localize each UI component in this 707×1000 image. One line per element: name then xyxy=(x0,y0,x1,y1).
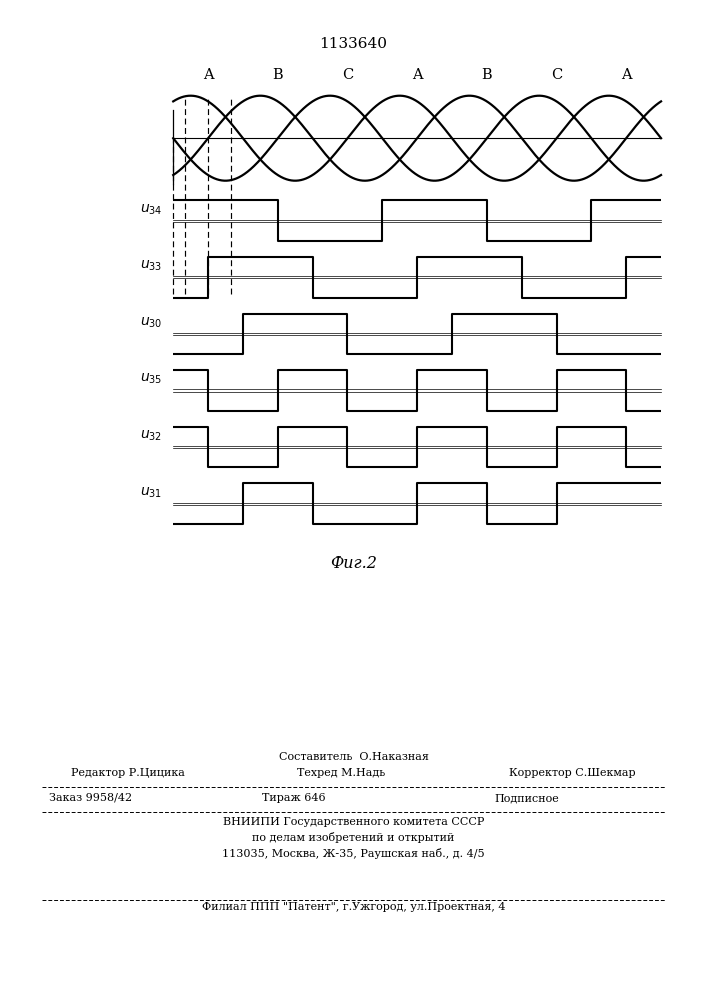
Text: Тираж 646: Тираж 646 xyxy=(262,793,325,803)
Text: Фиг.2: Фиг.2 xyxy=(330,555,377,572)
Text: Филиал ППП "Патент", г.Ужгород, ул.Проектная, 4: Филиал ППП "Патент", г.Ужгород, ул.Проек… xyxy=(201,902,506,912)
Text: Техред М.Надь: Техред М.Надь xyxy=(297,768,385,778)
Text: $u_{34}$: $u_{34}$ xyxy=(140,202,163,217)
Text: по делам изобретений и открытий: по делам изобретений и открытий xyxy=(252,832,455,843)
Text: C: C xyxy=(341,68,353,82)
Text: Заказ 9958/42: Заказ 9958/42 xyxy=(49,793,133,803)
Text: $u_{30}$: $u_{30}$ xyxy=(140,315,163,330)
Text: $u_{33}$: $u_{33}$ xyxy=(140,259,163,273)
Text: A: A xyxy=(203,68,214,82)
Text: B: B xyxy=(481,68,492,82)
Text: Редактор Р.Цицика: Редактор Р.Цицика xyxy=(71,768,185,778)
Text: 113035, Москва, Ж-35, Раушская наб., д. 4/5: 113035, Москва, Ж-35, Раушская наб., д. … xyxy=(222,848,485,859)
Text: 1133640: 1133640 xyxy=(320,37,387,51)
Text: A: A xyxy=(411,68,423,82)
Text: $u_{35}$: $u_{35}$ xyxy=(140,372,163,386)
Text: C: C xyxy=(551,68,562,82)
Text: Корректор С.Шекмар: Корректор С.Шекмар xyxy=(509,768,636,778)
Text: $u_{31}$: $u_{31}$ xyxy=(141,485,163,500)
Text: A: A xyxy=(621,68,631,82)
Text: ВНИИПИ Государственного комитета СССР: ВНИИПИ Государственного комитета СССР xyxy=(223,817,484,827)
Text: Составитель  О.Наказная: Составитель О.Наказная xyxy=(279,752,428,762)
Text: Подписное: Подписное xyxy=(495,793,560,803)
Text: B: B xyxy=(272,68,283,82)
Text: $u_{32}$: $u_{32}$ xyxy=(141,429,163,443)
